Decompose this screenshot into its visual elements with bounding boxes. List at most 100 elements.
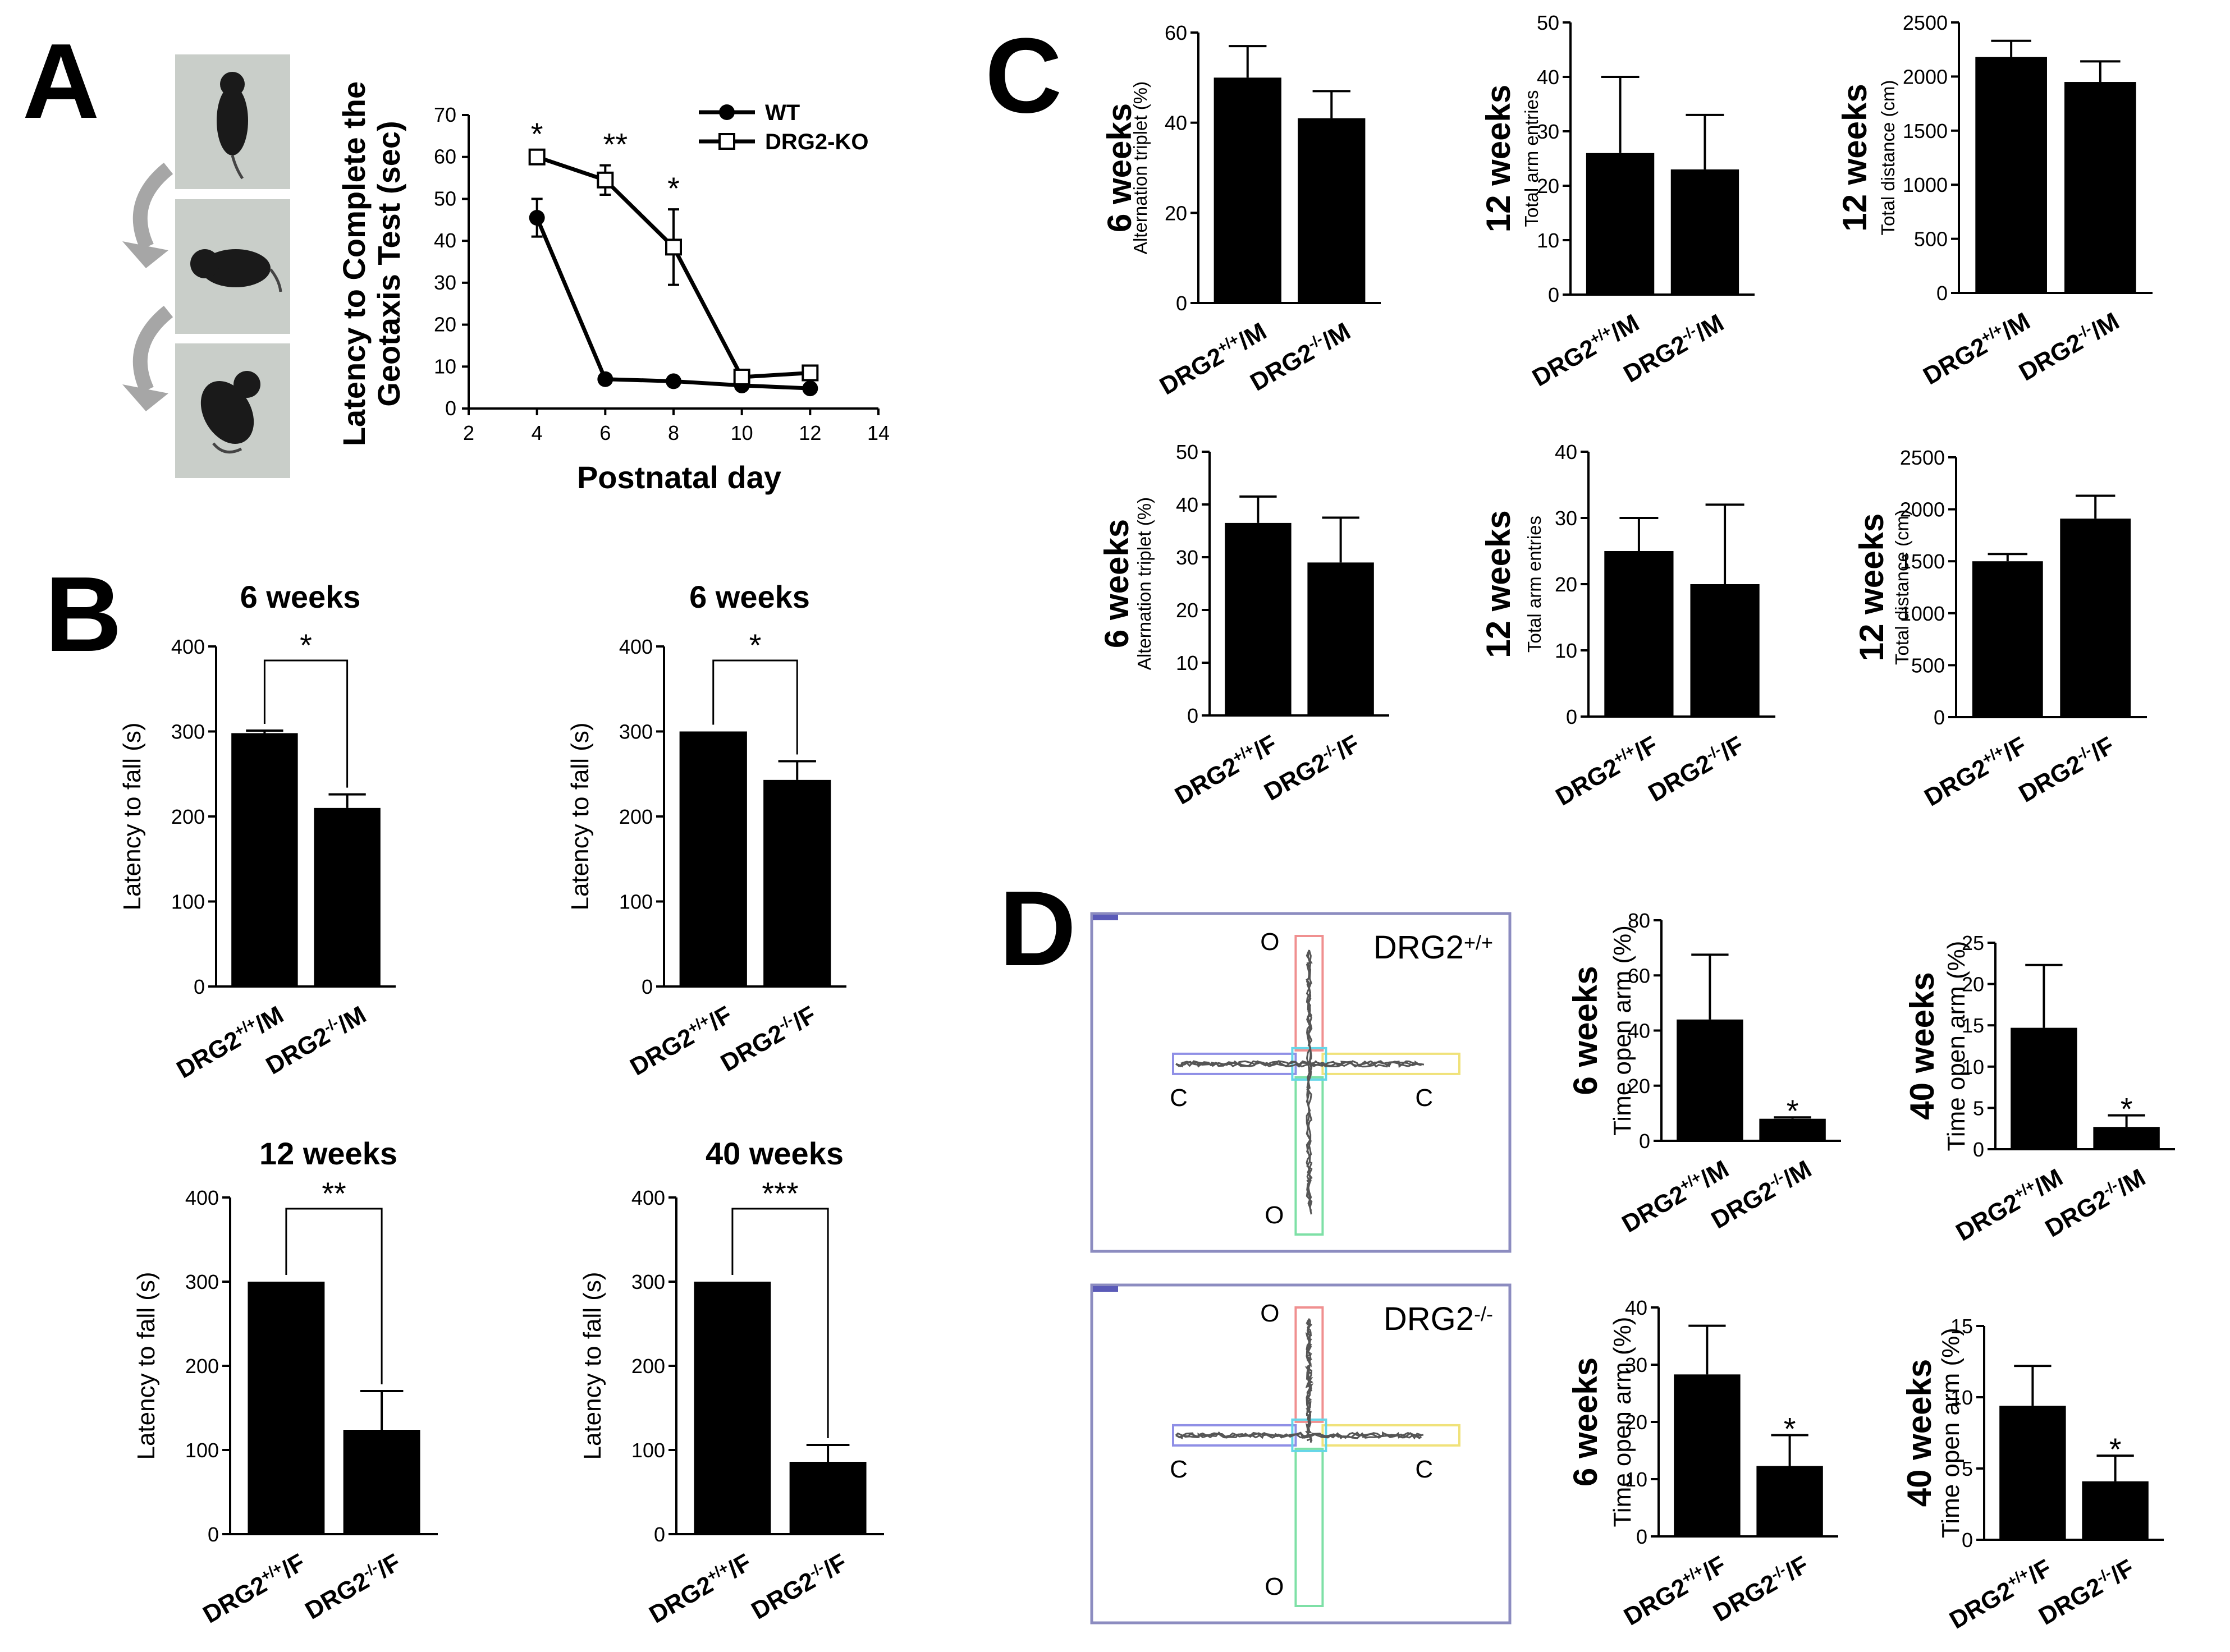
bar-wt	[1999, 1406, 2066, 1540]
data-point-wt	[597, 371, 613, 387]
maze-genotype-label-sup: -/-	[1474, 1302, 1493, 1325]
significance-marker: *	[1787, 1093, 1799, 1128]
y-tick-label: 40	[1176, 493, 1198, 516]
y-tick-label: 10	[1537, 229, 1559, 252]
y-axis-label: Time open arm (%)	[1609, 1317, 1636, 1527]
chart-title: 6 weeks	[1567, 966, 1604, 1095]
y-tick-label: 60	[1628, 964, 1650, 987]
data-point-wt	[529, 210, 545, 226]
maze-frame	[1090, 912, 1512, 1253]
y-tick-label: 20	[1625, 1411, 1647, 1434]
bar-ko	[2064, 82, 2136, 293]
y-tick-label: 0	[1936, 282, 1948, 305]
bar-wt	[1214, 77, 1281, 304]
chart-title: 6 weeks	[1101, 103, 1138, 232]
bar-ko	[1759, 1118, 1826, 1141]
bar-wt	[1225, 522, 1292, 715]
y-tick-label: 0	[194, 975, 205, 998]
y-tick-label: 100	[619, 891, 653, 914]
x-tick-label: 14	[867, 421, 890, 444]
y-tick-label: 10	[434, 355, 456, 378]
y-tick-label: 0	[208, 1523, 219, 1546]
y-tick-label: 15	[1950, 1315, 1973, 1338]
y-tick-label: 0	[445, 397, 456, 420]
maze-genotype-label-base: DRG2	[1373, 929, 1464, 966]
bar-wt	[1677, 1019, 1743, 1141]
y-tick-label: 300	[171, 721, 205, 744]
x-tick-label: 10	[731, 421, 753, 444]
significance-marker: *	[300, 627, 312, 663]
significance-marker: **	[603, 127, 628, 162]
significance-marker: ***	[762, 1176, 798, 1211]
bar-ko	[789, 1462, 867, 1534]
bar-wt	[1674, 1374, 1741, 1536]
y-tick-label: 0	[1639, 1130, 1650, 1153]
maze-genotype-label-base: DRG2	[1384, 1301, 1474, 1337]
maze-open-arm-bottom	[1294, 1447, 1324, 1607]
data-point-wt	[666, 373, 681, 389]
significance-marker: **	[322, 1176, 346, 1211]
y-tick-label: 200	[185, 1355, 219, 1378]
significance-marker: *	[2121, 1091, 2133, 1127]
y-tick-label: 20	[1962, 973, 1984, 996]
pup-photo-1	[175, 54, 290, 189]
legend-label: DRG2-KO	[765, 130, 868, 154]
y-tick-label: 50	[434, 187, 456, 210]
y-tick-label: 400	[631, 1186, 665, 1209]
y-tick-label: 70	[434, 103, 456, 126]
bar-ko	[2060, 518, 2131, 717]
maze-track-vertical	[1306, 949, 1313, 1212]
y-tick-label: 50	[1537, 11, 1559, 34]
y-axis-label: Latency to fall (s)	[579, 1272, 606, 1460]
maze-frame	[1090, 1283, 1512, 1625]
maze-track-horizontal	[1175, 1060, 1425, 1068]
panel-label-b: B	[45, 555, 122, 674]
y-tick-label: 1500	[1903, 120, 1948, 143]
legend-marker-ko	[718, 133, 735, 150]
y-tick-label: 20	[434, 313, 456, 336]
data-point-ko	[733, 368, 750, 386]
maze-track-horizontal	[1175, 1431, 1422, 1439]
y-tick-label: 1000	[1900, 602, 1945, 625]
y-tick-label: 200	[171, 805, 205, 828]
y-axis-label: Latency to fall (s)	[566, 722, 594, 910]
maze-open-label: O	[1265, 1573, 1284, 1600]
maze-genotype-label: DRG2+/+	[1373, 929, 1493, 966]
panel-label-c: C	[985, 16, 1062, 135]
maze-genotype-label: DRG2-/-	[1384, 1301, 1493, 1337]
y-axis-label: Time open arm (%)	[1609, 925, 1636, 1136]
y-tick-label: 40	[1625, 1296, 1647, 1319]
significance-marker: *	[2109, 1431, 2122, 1467]
significance-bracket	[285, 1208, 383, 1384]
data-point-ko	[665, 238, 682, 256]
y-tick-label: 500	[1911, 654, 1945, 677]
bar-wt	[231, 733, 298, 986]
chart-title: 6 weeks	[1098, 519, 1135, 648]
bar-ko	[1690, 584, 1760, 717]
x-tick-label: 2	[463, 421, 474, 444]
y-tick-label: 30	[1625, 1353, 1647, 1376]
y-tick-label: 5	[1962, 1457, 1973, 1480]
chart-title: 12 weeks	[1480, 510, 1517, 658]
y-tick-label: 400	[619, 635, 653, 658]
chart-title: 40 weeks	[1903, 972, 1941, 1120]
chart-title: 12 weeks	[259, 1136, 397, 1171]
pup-photo-3	[175, 343, 290, 478]
y-tick-label: 25	[1962, 931, 1984, 955]
y-tick-label: 50	[1176, 440, 1198, 464]
y-axis-label: Total distance (cm)	[1892, 510, 1912, 665]
y-tick-label: 1500	[1900, 550, 1945, 573]
y-tick-label: 40	[1628, 1020, 1650, 1043]
bar-wt	[248, 1282, 325, 1534]
maze-closed-label: C	[1170, 1456, 1188, 1483]
y-axis-label: Latency to fall (s)	[118, 722, 146, 910]
panel-label-d: D	[999, 869, 1076, 988]
maze-track-horizontal	[1175, 1060, 1422, 1068]
maze-scale-marker	[1093, 915, 1118, 920]
chart-geotaxis: 0 10 20 30 40 50 60 70 2 4 6 8 10 12 14 Postnatal day La…	[336, 81, 890, 495]
chart-title: 12 weeks	[1480, 85, 1517, 233]
